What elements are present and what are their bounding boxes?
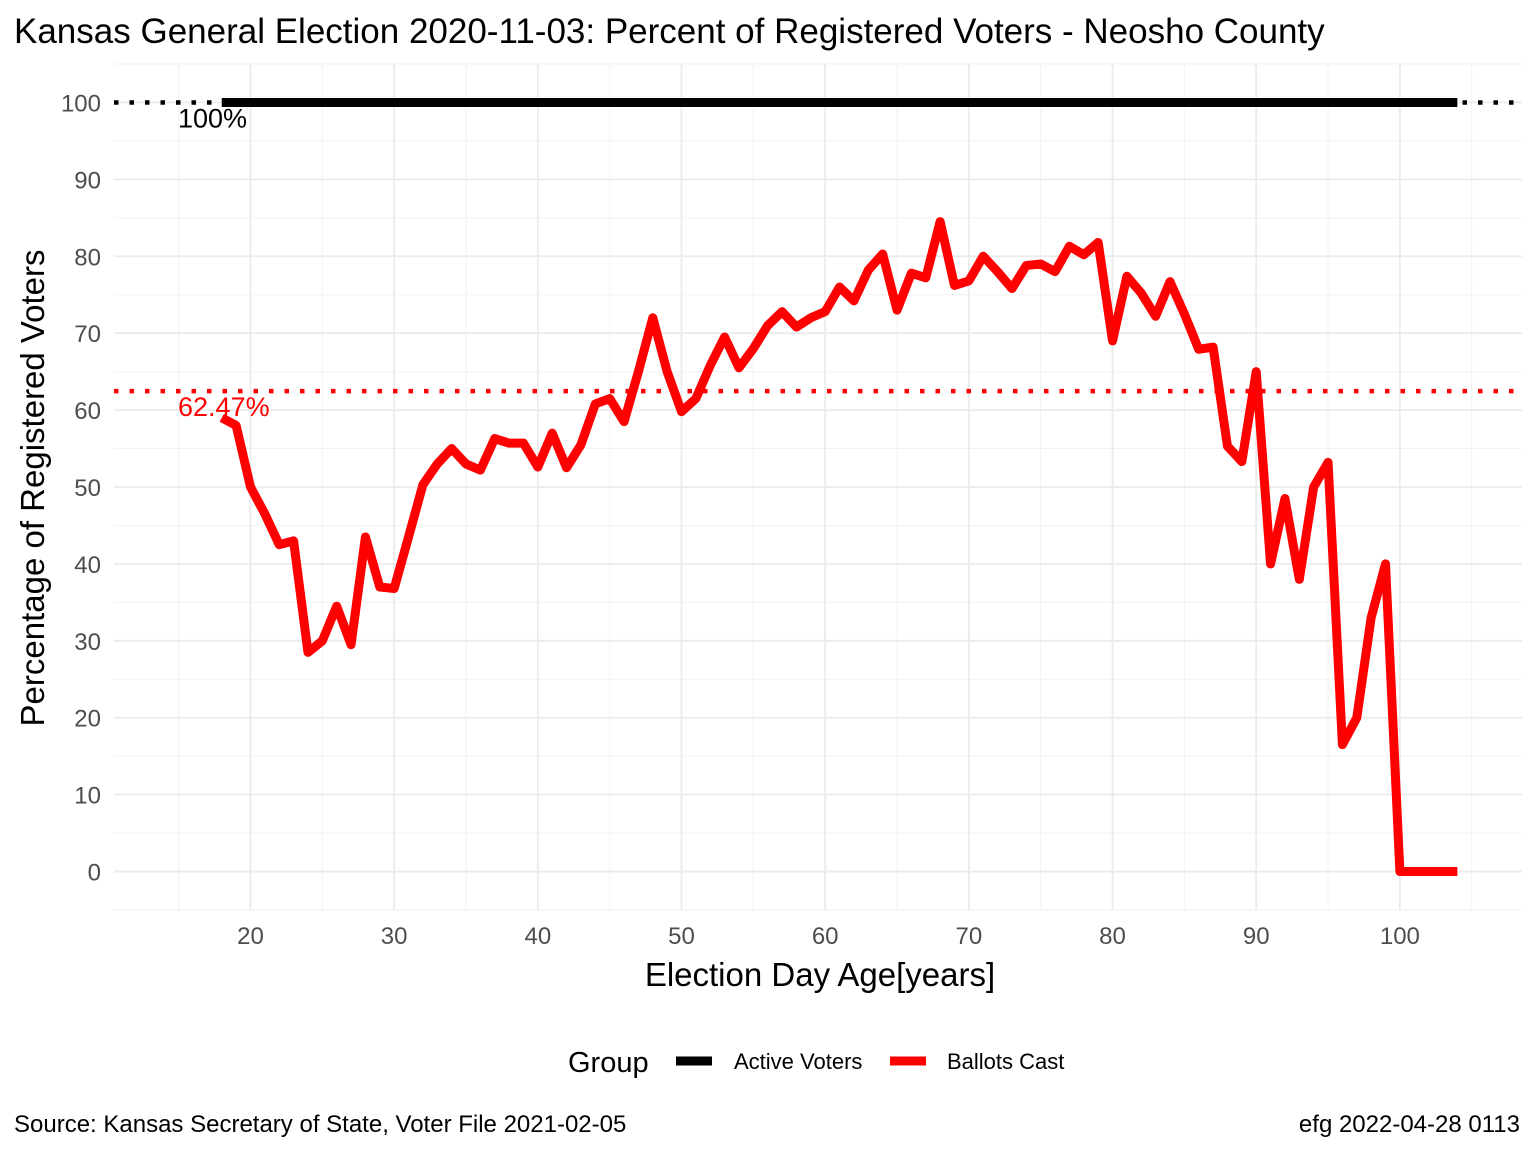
reference-line-label: 100% <box>178 103 247 133</box>
y-tick-label: 70 <box>74 321 101 348</box>
series-lines <box>219 97 1458 877</box>
credit-caption: efg 2022-04-28 0113 <box>1299 1111 1520 1138</box>
y-tick-label: 20 <box>74 706 101 733</box>
y-tick-label: 80 <box>74 244 101 271</box>
y-tick-label: 30 <box>74 629 101 656</box>
x-tick-label: 60 <box>812 923 839 950</box>
legend-title: Group <box>568 1047 649 1079</box>
x-tick-label: 70 <box>956 923 983 950</box>
y-tick-label: 90 <box>74 167 101 194</box>
y-tick-label: 100 <box>61 90 101 117</box>
x-axis-title: Election Day Age[years] <box>645 956 995 993</box>
x-tick-label: 100 <box>1380 923 1420 950</box>
y-tick-label: 0 <box>88 860 101 887</box>
x-tick-label: 90 <box>1243 923 1270 950</box>
legend-label-active-voters: Active Voters <box>734 1049 862 1074</box>
x-tick-label: 80 <box>1099 923 1126 950</box>
y-axis-ticks: 0 10 20 30 40 50 60 70 80 90 100 <box>61 90 101 886</box>
y-axis-title: Percentage of Registered Voters <box>14 250 51 727</box>
x-axis-ticks: 20 30 40 50 60 70 80 90 100 <box>237 923 1420 950</box>
x-tick-label: 20 <box>237 923 264 950</box>
source-caption: Source: Kansas Secretary of State, Voter… <box>14 1111 626 1138</box>
reference-line-label: 62.47% <box>178 392 270 422</box>
y-tick-label: 40 <box>74 552 101 579</box>
y-tick-label: 60 <box>74 398 101 425</box>
reference-line-labels: 100% 62.47% <box>178 103 270 422</box>
y-tick-label: 50 <box>74 475 101 502</box>
x-tick-label: 50 <box>668 923 695 950</box>
legend-label-ballots-cast: Ballots Cast <box>947 1049 1064 1074</box>
reference-lines <box>114 100 1522 394</box>
y-tick-label: 10 <box>74 783 101 810</box>
x-tick-label: 40 <box>524 923 551 950</box>
series-line <box>219 217 1458 877</box>
legend: Group Active Voters Ballots Cast <box>568 1047 1064 1079</box>
x-tick-label: 30 <box>381 923 408 950</box>
chart-title: Kansas General Election 2020-11-03: Perc… <box>14 12 1325 51</box>
